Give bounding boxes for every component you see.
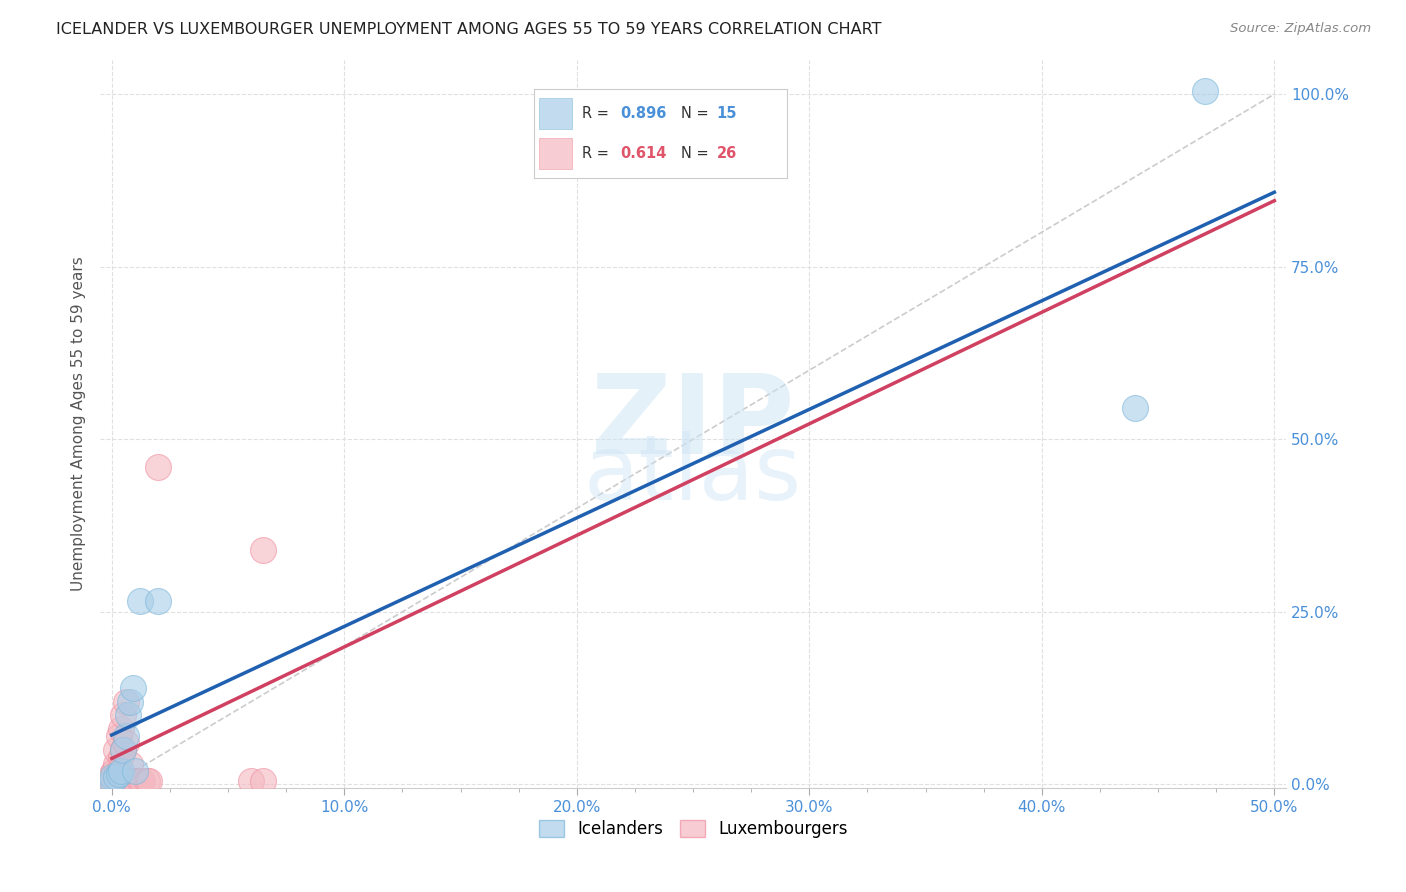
Text: 0.896: 0.896 (620, 106, 666, 121)
Point (114, 694, 136, 708)
Point (114, 729, 136, 743)
Point (110, 749, 132, 764)
Text: ZIP: ZIP (592, 370, 794, 477)
Point (1123, 401, 1146, 416)
Text: 0.614: 0.614 (620, 146, 666, 161)
Point (252, 773, 274, 788)
Point (103, 764, 125, 778)
Point (120, 773, 142, 788)
Legend: Icelanders, Luxembourgers: Icelanders, Luxembourgers (531, 814, 853, 845)
Point (128, 594, 150, 608)
Text: R =: R = (582, 106, 614, 121)
Point (110, 764, 132, 778)
Point (131, 773, 153, 788)
Point (128, 773, 150, 788)
Point (1194, 84, 1216, 98)
Point (100, 771, 122, 785)
Point (121, 681, 143, 695)
Text: N =: N = (681, 146, 713, 161)
Point (105, 743, 128, 757)
Text: R =: R = (582, 146, 614, 161)
Point (120, 694, 142, 708)
Point (117, 708, 139, 723)
Point (110, 722, 132, 736)
Bar (540, 138, 572, 169)
Point (105, 756, 128, 771)
Point (105, 771, 128, 785)
Point (112, 743, 135, 757)
Point (107, 729, 129, 743)
Point (100, 773, 122, 788)
Y-axis label: Unemployment Among Ages 55 to 59 years: Unemployment Among Ages 55 to 59 years (72, 256, 86, 591)
Point (120, 756, 142, 771)
Text: atlas: atlas (583, 431, 801, 518)
Point (100, 767, 122, 781)
Point (107, 764, 129, 778)
Point (100, 773, 122, 788)
Point (135, 773, 157, 788)
Point (112, 708, 135, 723)
Point (148, 459, 170, 474)
Point (252, 542, 274, 557)
Point (121, 773, 143, 788)
Text: 26: 26 (717, 146, 737, 161)
Point (138, 773, 160, 788)
Point (112, 743, 135, 757)
Point (114, 736, 136, 750)
Point (148, 594, 170, 608)
Text: ICELANDER VS LUXEMBOURGER UNEMPLOYMENT AMONG AGES 55 TO 59 YEARS CORRELATION CHA: ICELANDER VS LUXEMBOURGER UNEMPLOYMENT A… (56, 22, 882, 37)
Text: Source: ZipAtlas.com: Source: ZipAtlas.com (1230, 22, 1371, 36)
Point (124, 773, 146, 788)
Point (117, 773, 139, 788)
Point (107, 767, 129, 781)
Point (240, 773, 263, 788)
Text: N =: N = (681, 106, 713, 121)
Bar (540, 98, 572, 129)
Point (124, 764, 146, 778)
Text: 15: 15 (717, 106, 737, 121)
